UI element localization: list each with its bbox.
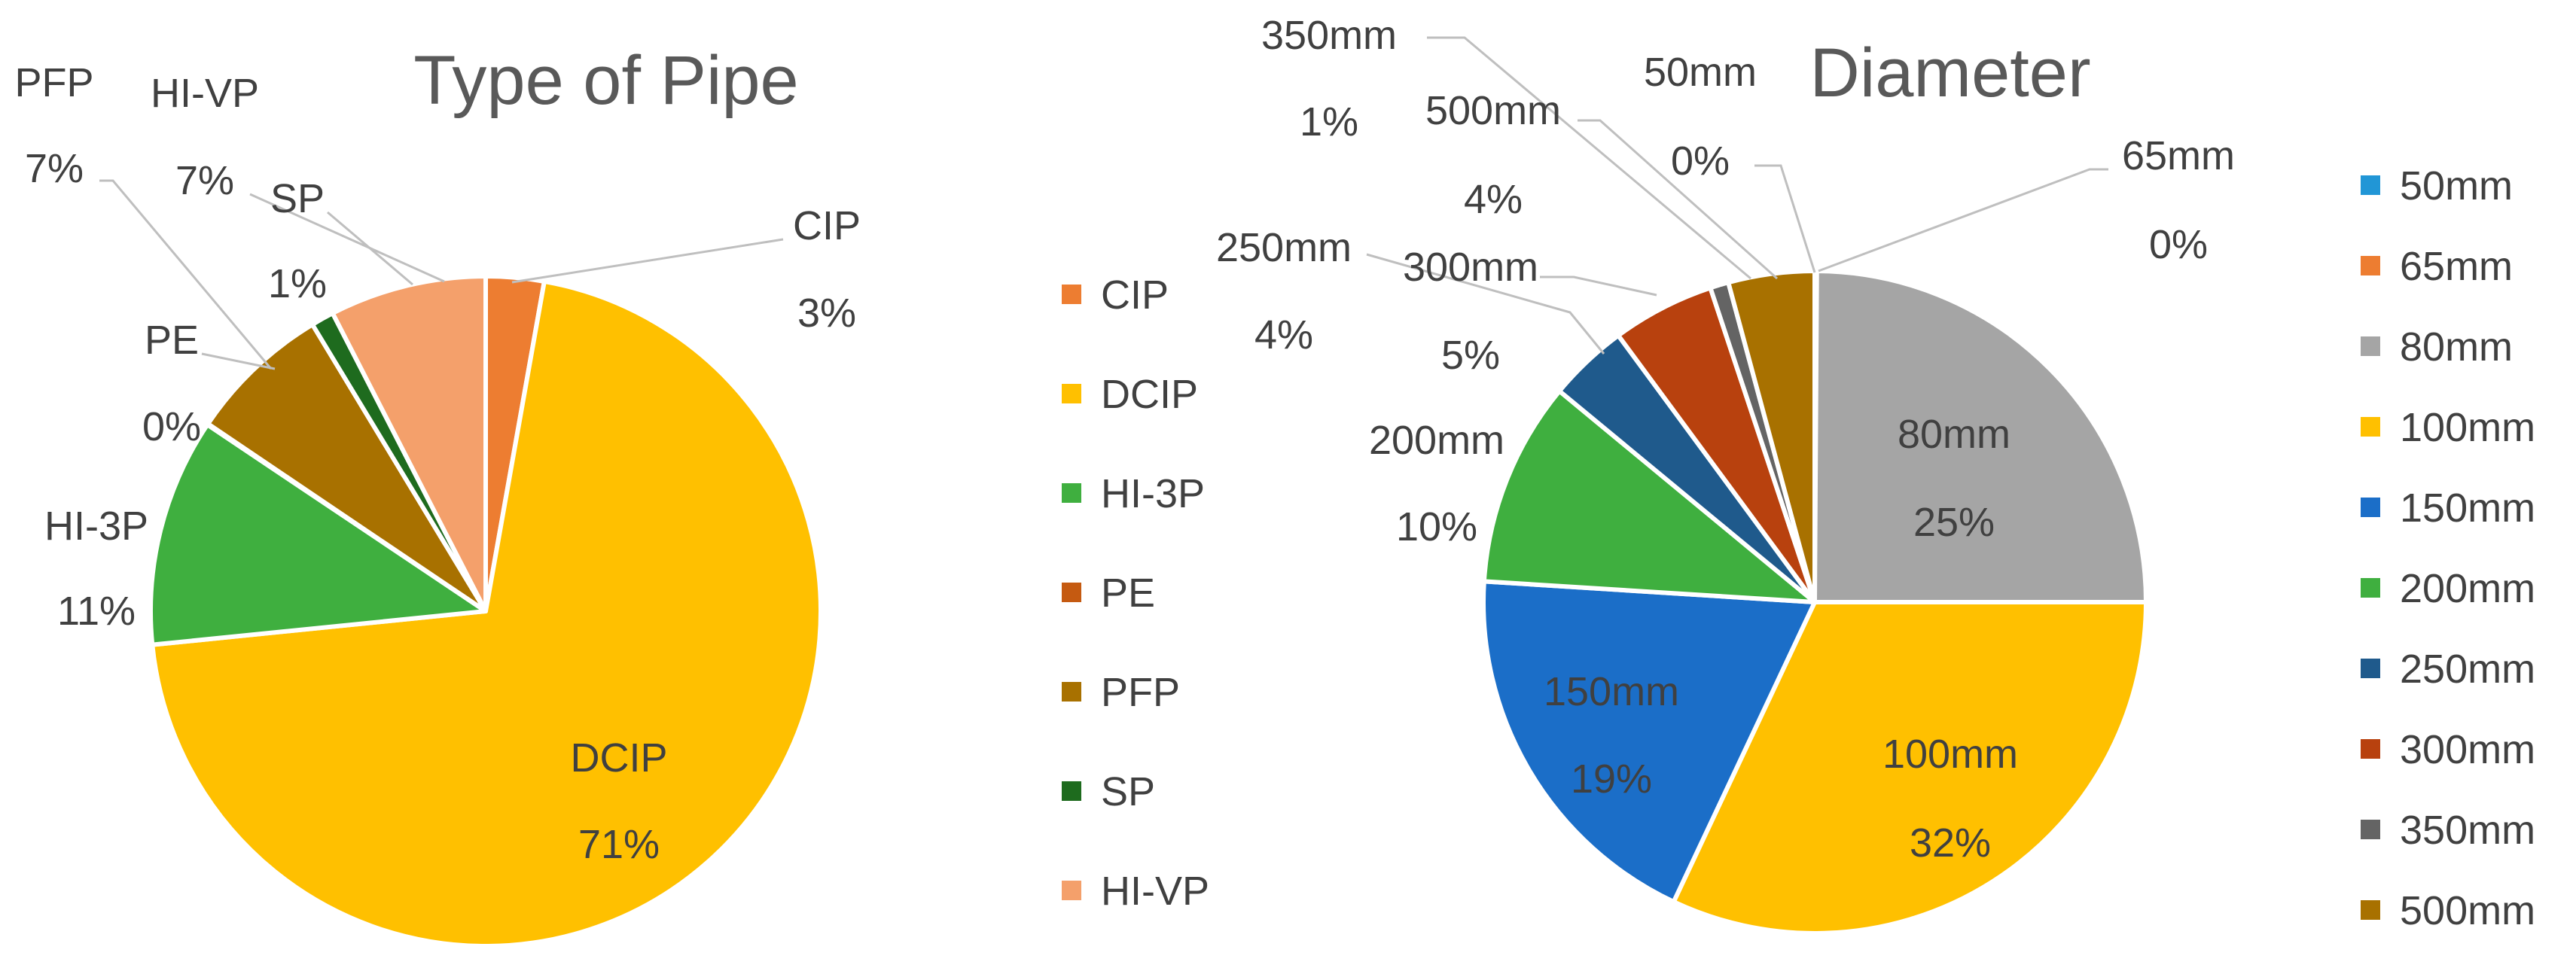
diameter-legend-label-500mm: 500mm [2400, 888, 2535, 933]
diameter-slice-150mm [1481, 579, 1817, 905]
diameter-leader-50mm [1754, 164, 1816, 273]
pipe-legend-swatch-cip [1062, 285, 1081, 304]
pipe-percent-hi-3p: 11% [57, 589, 136, 634]
diameter-label-350mm: 350mm [1261, 13, 1397, 58]
diameter-slice-200mm [1481, 388, 1817, 604]
pipe-legend-label-dcip: DCIP [1101, 372, 1198, 417]
diameter-percent-50mm: 0% [1671, 138, 1730, 184]
pipe-label-pfp: PFP [14, 60, 93, 105]
diameter-legend-label-80mm: 80mm [2400, 324, 2513, 370]
pipe-percent-cip: 3% [797, 291, 856, 336]
pipe-label-sp: SP [270, 176, 325, 221]
diameter-leader-250mm [1366, 253, 1605, 355]
diameter-label-300mm: 300mm [1403, 245, 1538, 290]
pipe-percent-pfp: 7% [25, 146, 84, 191]
diameter-legend-swatch-65mm [2361, 256, 2380, 275]
diameter-legend-swatch-150mm [2361, 498, 2380, 517]
pipe-slice-pfp [206, 322, 488, 613]
pipe-legend-swatch-hi-vp [1062, 881, 1081, 900]
pipe-legend-label-pfp: PFP [1101, 670, 1180, 715]
diameter-percent-100mm: 32% [1910, 820, 1991, 866]
pipe-legend-swatch-sp [1062, 781, 1081, 801]
diameter-label-150mm: 150mm [1544, 669, 1679, 714]
pipe-label-hi-3p: HI-3P [44, 504, 148, 549]
pipe-label-dcip: DCIP [570, 735, 667, 781]
pipe-leader-hi-vp [249, 193, 445, 283]
pipe-slice-dcip [150, 278, 823, 948]
diameter-legend-swatch-300mm [2361, 739, 2380, 759]
diameter-percent-250mm: 4% [1254, 312, 1313, 358]
pipe-legend-label-hi-3p: HI-3P [1101, 471, 1205, 516]
diameter-label-250mm: 250mm [1216, 225, 1352, 270]
diameter-percent-80mm: 25% [1913, 500, 1995, 545]
pipe-legend-swatch-hi-3p [1062, 483, 1081, 503]
pipe-percent-pe: 0% [142, 404, 201, 449]
diameter-legend-swatch-200mm [2361, 578, 2380, 598]
pipe-leader-cip [511, 238, 784, 284]
diameter-legend-swatch-500mm [2361, 900, 2380, 920]
diameter-leader-500mm [1578, 119, 1778, 280]
pipe-chart-title: Type of Pipe [413, 42, 798, 119]
diameter-legend-label-200mm: 200mm [2400, 566, 2535, 611]
diameter-legend-label-50mm: 50mm [2400, 163, 2513, 208]
diameter-label-500mm: 500mm [1425, 88, 1561, 133]
diameter-legend-label-150mm: 150mm [2400, 485, 2535, 531]
diameter-chart-title: Diameter [1809, 35, 2090, 111]
diameter-legend-label-350mm: 350mm [2400, 808, 2535, 853]
diameter-leader-350mm [1427, 36, 1751, 280]
diameter-slice-100mm [1671, 600, 2148, 936]
diameter-percent-500mm: 4% [1464, 177, 1523, 222]
pipe-label-pe: PE [145, 318, 199, 363]
pipe-legend-swatch-pe [1062, 583, 1081, 602]
diameter-label-80mm: 80mm [1898, 412, 2010, 457]
pipe-percent-dcip: 71% [578, 822, 660, 867]
diameter-legend-swatch-350mm [2361, 820, 2380, 839]
diameter-legend-label-250mm: 250mm [2400, 647, 2535, 692]
diameter-legend-swatch-250mm [2361, 659, 2380, 678]
diameter-legend-label-65mm: 65mm [2400, 244, 2513, 289]
pipe-legend-label-sp: SP [1101, 769, 1155, 814]
diameter-legend-label-100mm: 100mm [2400, 405, 2535, 450]
diameter-label-200mm: 200mm [1369, 418, 1504, 463]
diameter-label-65mm: 65mm [2122, 133, 2235, 178]
diameter-label-100mm: 100mm [1882, 732, 2018, 777]
pipe-type-chart: Type of Pipe CIP 3% DCIP 71% HI-3P 11% PE 0% PFP… [14, 42, 1209, 948]
diameter-leader-300mm [1540, 275, 1657, 297]
diameter-percent-200mm: 10% [1396, 504, 1477, 549]
diameter-leader-65mm [1818, 168, 2108, 272]
pipe-legend-swatch-pfp [1062, 682, 1081, 702]
diameter-percent-65mm: 0% [2149, 222, 2208, 267]
diameter-percent-350mm: 1% [1300, 99, 1358, 145]
pipe-leader-pfp [99, 179, 273, 370]
diameter-legend-swatch-50mm [2361, 175, 2380, 195]
pipe-legend-label-pe: PE [1101, 571, 1155, 616]
diameter-percent-150mm: 19% [1571, 756, 1652, 802]
pipe-label-cip: CIP [793, 203, 861, 248]
pipe-percent-hi-vp: 7% [175, 158, 234, 203]
pipe-legend-label-cip: CIP [1101, 272, 1169, 318]
diameter-legend-swatch-100mm [2361, 417, 2380, 437]
diameter-slice-80mm [1812, 269, 2148, 604]
diameter-percent-300mm: 5% [1441, 333, 1500, 378]
pipe-percent-sp: 1% [268, 261, 327, 306]
diameter-chart: Diameter 50mm 0% 65mm 0% 80mm 25% 100mm 32% 150m… [1216, 13, 2535, 936]
pipe-legend-swatch-dcip [1062, 384, 1081, 403]
diameter-legend-swatch-80mm [2361, 336, 2380, 356]
diameter-legend-label-300mm: 300mm [2400, 727, 2535, 772]
diameter-label-50mm: 50mm [1644, 50, 1757, 95]
pipe-legend-label-hi-vp: HI-VP [1101, 869, 1209, 914]
pipe-leader-pe [201, 352, 276, 370]
pipe-slice-hi-3p [148, 422, 488, 647]
pipe-slice-hi-vp [330, 274, 488, 613]
pipe-label-hi-vp: HI-VP [151, 71, 259, 116]
